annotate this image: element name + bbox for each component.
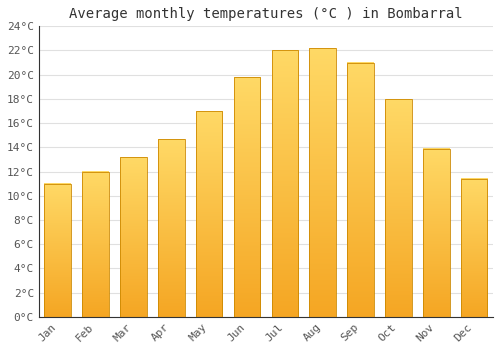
Bar <box>310 48 336 317</box>
Bar <box>82 172 109 317</box>
Bar <box>120 157 146 317</box>
Bar <box>348 63 374 317</box>
Bar <box>158 139 184 317</box>
Bar <box>196 111 222 317</box>
Bar <box>44 184 71 317</box>
Bar <box>272 50 298 317</box>
Bar <box>461 179 487 317</box>
Title: Average monthly temperatures (°C ) in Bombarral: Average monthly temperatures (°C ) in Bo… <box>69 7 462 21</box>
Bar <box>385 99 411 317</box>
Bar <box>423 148 450 317</box>
Bar <box>234 77 260 317</box>
